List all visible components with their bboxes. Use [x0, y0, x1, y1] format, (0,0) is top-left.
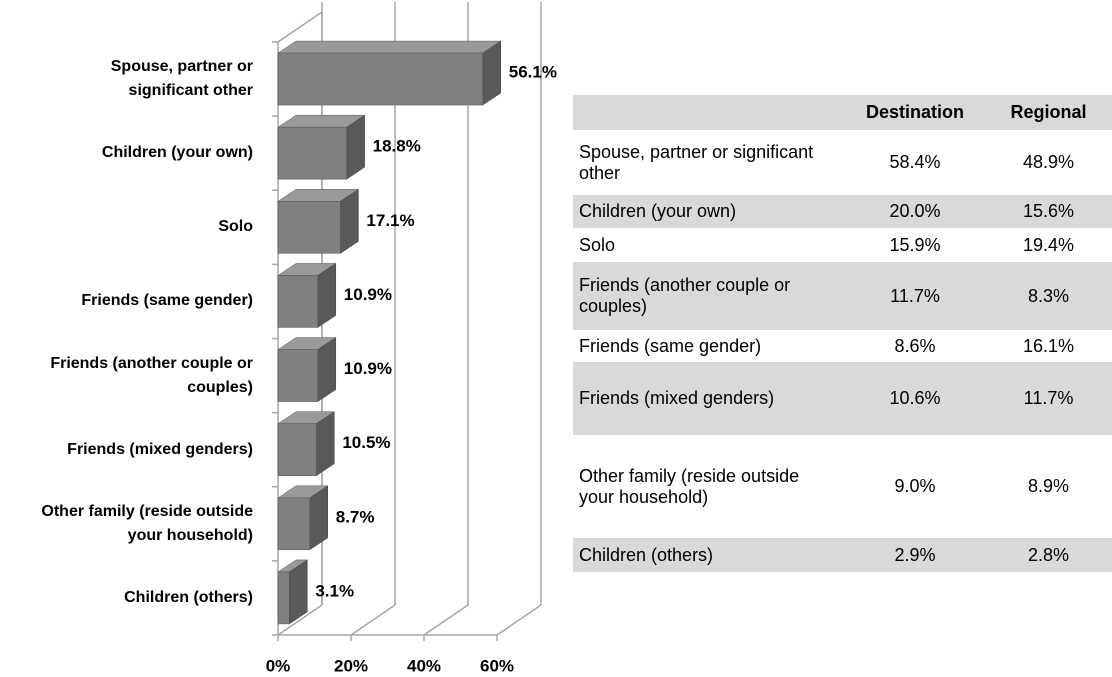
- cell-value: 2.8%: [1027, 544, 1070, 565]
- y-tick-label: Children (your own): [101, 144, 253, 162]
- table-row: Children (your own) 20.0% 15.6%: [573, 195, 1112, 228]
- cell-value: 2.9%: [894, 544, 936, 565]
- grid-line: [350, 604, 396, 636]
- bar: [277, 275, 319, 328]
- x-tick-label: 20%: [334, 656, 368, 675]
- row-label: Friends (mixed genders): [579, 388, 775, 408]
- header-row: Destination Regional: [573, 95, 1112, 130]
- cell-value: 8.6%: [894, 335, 936, 356]
- cell-value: 10.6%: [889, 388, 941, 408]
- row-label: Spouse, partner or significant other: [579, 141, 814, 183]
- row-label: Solo: [579, 234, 616, 255]
- bar: [277, 52, 484, 106]
- table-row: Children (others) 2.9% 2.8%: [573, 538, 1112, 572]
- table-row: Friends (another couple or couples) 11.7%…: [573, 262, 1112, 330]
- table-row: Solo 15.9% 19.4%: [573, 228, 1112, 262]
- header-blank: [573, 95, 845, 130]
- cell-value: 9.0%: [894, 476, 936, 496]
- value-label: 18.8%: [373, 137, 421, 156]
- wall-edge: [277, 11, 323, 43]
- grid-line: [277, 604, 323, 636]
- bar: [277, 201, 341, 254]
- bar: [277, 497, 311, 551]
- value-label: 10.5%: [342, 433, 390, 452]
- value-label: 8.7%: [336, 507, 375, 526]
- y-tick-label: Children (others): [124, 588, 253, 606]
- grid-line: [423, 604, 469, 636]
- chart: 0% 20% 40% 60% 56.1% 18.8% 17.1% 10.9% 10.9% 10.5…: [266, 2, 557, 675]
- y-tick-label: Solo: [218, 218, 253, 236]
- cell-value: 20.0%: [889, 201, 941, 221]
- row-label: Children (your own): [579, 201, 737, 221]
- bar: [277, 423, 317, 476]
- cell-value: 8.3%: [1027, 285, 1070, 306]
- value-label: 17.1%: [366, 211, 414, 230]
- cell-value: 58.4%: [889, 152, 941, 172]
- cell-value: 8.9%: [1027, 476, 1070, 496]
- cell-value: 15.9%: [889, 234, 941, 255]
- cell-value: 48.9%: [1022, 152, 1075, 172]
- bar: [277, 349, 319, 402]
- y-tick-label: Friends (same gender): [81, 292, 253, 310]
- x-tick-label: 0%: [266, 656, 291, 675]
- cell-value: 11.7%: [890, 285, 940, 306]
- row-label: Children (others): [579, 544, 714, 565]
- table-row: Friends (mixed genders) 10.6% 11.7%: [573, 362, 1112, 435]
- cell-value: 19.4%: [1022, 234, 1075, 255]
- y-tick-label: Spouse, partner or significant other: [110, 58, 253, 100]
- column-header: Destination: [865, 102, 964, 122]
- cell-value: 15.6%: [1022, 201, 1075, 221]
- value-label: 56.1%: [509, 63, 557, 82]
- value-label: 10.9%: [344, 359, 392, 378]
- data-table: Destination Regional Spouse, partner or …: [573, 95, 1112, 572]
- bar: [277, 571, 290, 625]
- bar: [277, 126, 347, 180]
- row-label: Other family (reside outside your househ…: [579, 465, 800, 507]
- y-tick-label: Other family (reside outside your househ…: [41, 502, 253, 544]
- row-label: Friends (another couple or couples): [579, 275, 791, 316]
- grid-line: [496, 604, 542, 636]
- x-tick-label: 40%: [407, 656, 441, 675]
- table-row: Friends (same gender) 8.6% 16.1%: [573, 330, 1112, 362]
- table-row: Spouse, partner or significant other 58.4…: [573, 130, 1112, 195]
- y-tick-label: Friends (mixed genders): [67, 440, 253, 458]
- bar-top: [277, 40, 502, 54]
- column-header: Regional: [1010, 102, 1087, 122]
- cell-value: 16.1%: [1022, 335, 1075, 356]
- value-label: 3.1%: [315, 581, 354, 600]
- row-label: Friends (same gender): [579, 335, 762, 356]
- table-row: Other family (reside outside your househ…: [573, 435, 1112, 538]
- y-tick-label: Friends (another couple or couples): [50, 354, 253, 396]
- cell-value: 11.7%: [1023, 388, 1074, 408]
- x-tick-label: 60%: [480, 656, 514, 675]
- value-label: 10.9%: [344, 285, 392, 304]
